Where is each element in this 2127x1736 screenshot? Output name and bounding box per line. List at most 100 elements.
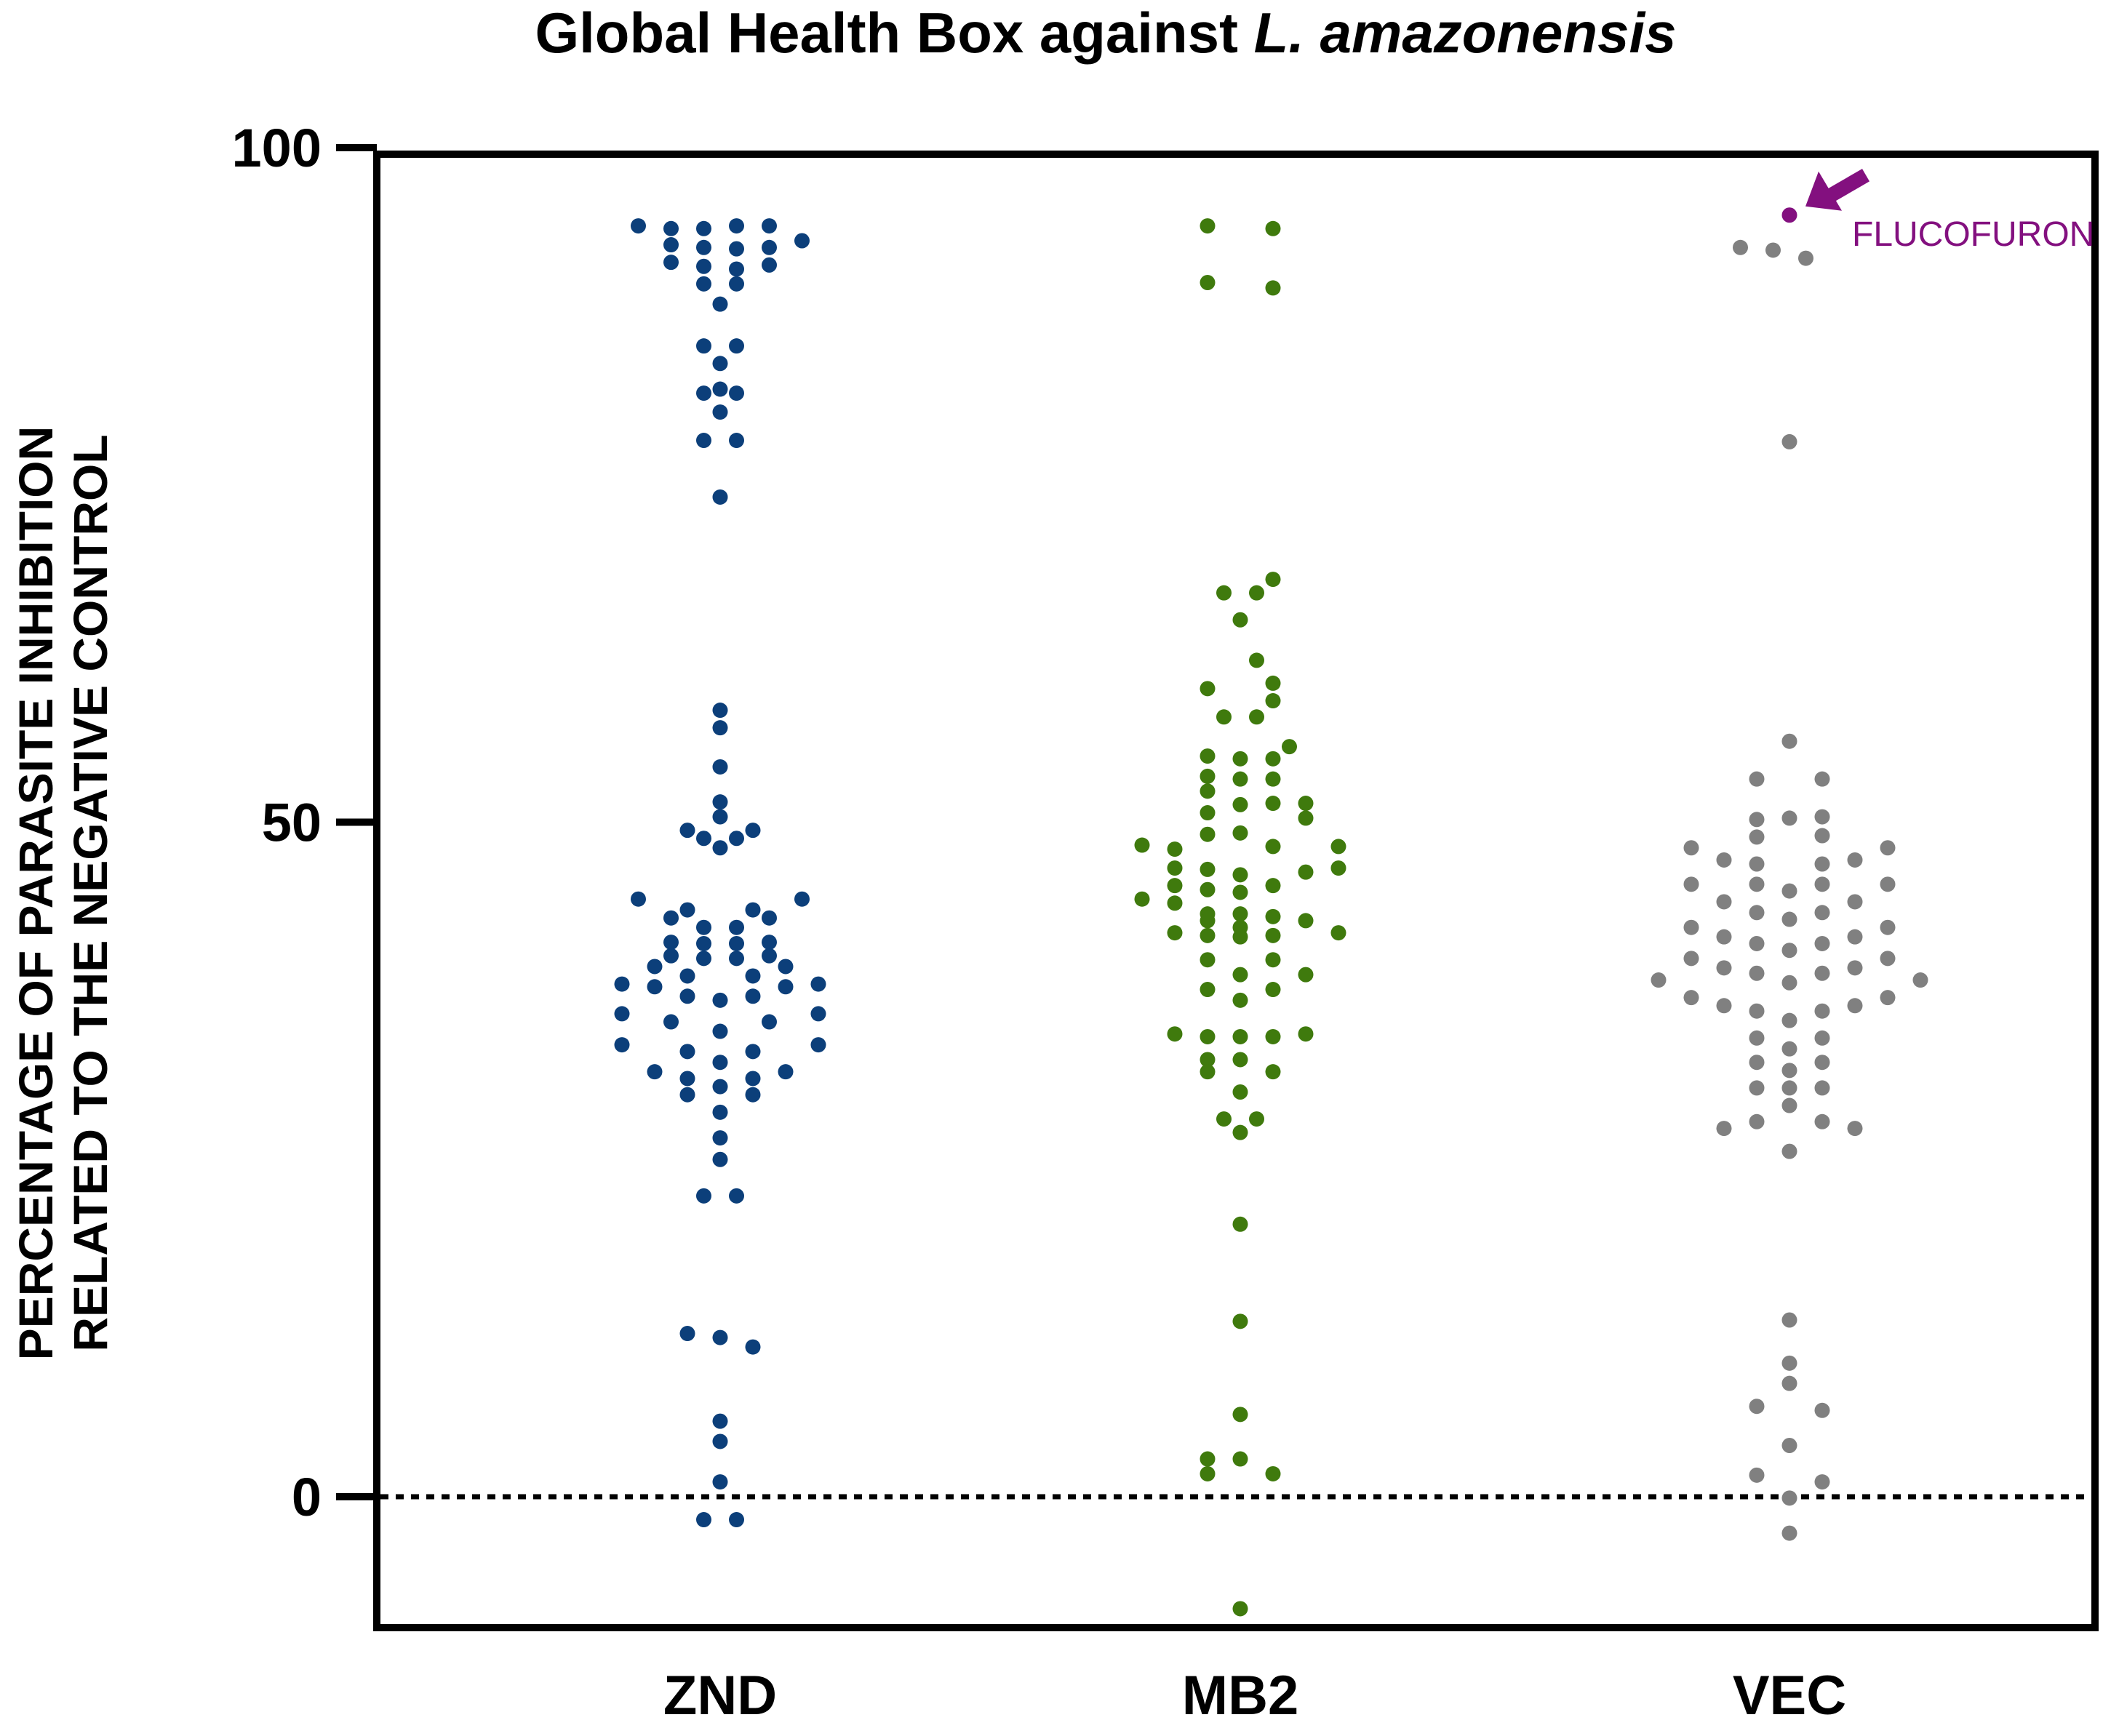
data-point-mb2	[1265, 927, 1281, 943]
data-point-mb2	[1232, 825, 1248, 841]
data-point-mb2	[1200, 952, 1216, 968]
data-point-znd	[696, 385, 711, 401]
data-point-vec	[1814, 1474, 1830, 1490]
data-point-mb2	[1232, 884, 1248, 900]
data-point-znd	[729, 919, 744, 935]
data-point-vec	[1683, 990, 1699, 1006]
data-point-znd	[712, 381, 728, 397]
data-point-vec	[1880, 919, 1896, 935]
data-point-znd	[712, 1104, 728, 1120]
data-point-mb2	[1216, 585, 1232, 601]
data-point-vec	[1749, 1467, 1765, 1483]
data-point-vec	[1749, 905, 1765, 921]
data-point-vec	[1749, 1030, 1765, 1046]
data-point-mb2	[1232, 1451, 1248, 1467]
data-point-znd	[729, 1512, 744, 1528]
data-point-znd	[745, 968, 761, 984]
data-point-vec	[1847, 929, 1863, 945]
data-point-znd	[712, 809, 728, 825]
data-point-mb2	[1249, 709, 1264, 725]
data-point-mb2	[1134, 891, 1150, 907]
data-point-mb2	[1232, 1313, 1248, 1329]
y-tick-label: 100	[232, 118, 322, 178]
data-point-znd	[729, 261, 744, 277]
data-point-vec	[1781, 1143, 1797, 1159]
data-point-mb2	[1200, 913, 1216, 929]
data-point-mb2	[1298, 810, 1314, 826]
data-point-vec	[1781, 810, 1797, 826]
data-point-vec	[1781, 911, 1797, 927]
data-point-vec	[1814, 1113, 1830, 1129]
data-point-mb2	[1265, 952, 1281, 968]
data-point-mb2	[1265, 982, 1281, 998]
data-point-mb2	[1265, 220, 1281, 236]
data-point-vec	[1814, 935, 1830, 951]
data-point-mb2	[1200, 681, 1216, 697]
data-point-mb2	[1232, 1216, 1248, 1232]
data-point-mb2	[1232, 1601, 1248, 1617]
data-point-vec	[1749, 935, 1765, 951]
data-point-mb2	[1265, 771, 1281, 787]
data-point-znd	[663, 220, 679, 236]
data-point-vec	[1814, 1402, 1830, 1418]
data-point-znd	[696, 831, 711, 847]
data-point-znd	[794, 233, 810, 249]
data-point-mb2	[1232, 771, 1248, 787]
data-point-znd	[778, 979, 794, 995]
x-category-label: ZND	[663, 1665, 777, 1727]
data-point-mb2	[1167, 878, 1183, 894]
data-point-vec	[1847, 894, 1863, 910]
data-point-znd	[696, 338, 711, 354]
data-point-znd	[679, 902, 695, 918]
data-point-znd	[745, 988, 761, 1004]
data-point-vec	[1765, 242, 1781, 258]
data-point-vec	[1912, 972, 1928, 988]
data-point-mb2	[1216, 709, 1232, 725]
data-point-mb2	[1298, 967, 1314, 983]
data-point-mb2	[1232, 929, 1248, 945]
data-point-vec	[1716, 852, 1732, 868]
data-point-vec	[1781, 1063, 1797, 1079]
data-point-mb2	[1232, 1407, 1248, 1423]
data-point-mb2	[1265, 280, 1281, 296]
x-category-label: MB2	[1182, 1665, 1298, 1727]
data-point-mb2	[1232, 1084, 1248, 1100]
data-point-vec	[1781, 1375, 1797, 1391]
highlight-label: FLUCOFURON	[1852, 215, 2094, 254]
data-point-znd	[810, 1006, 826, 1022]
data-point-vec	[1781, 1438, 1797, 1454]
data-point-vec	[1847, 998, 1863, 1014]
data-point-znd	[729, 831, 744, 847]
data-point-vec	[1847, 960, 1863, 976]
data-point-znd	[696, 220, 711, 236]
data-point-mb2	[1298, 913, 1314, 929]
data-point-vec	[1847, 852, 1863, 868]
data-point-mb2	[1200, 783, 1216, 799]
data-point-znd	[762, 218, 777, 234]
data-point-mb2	[1200, 826, 1216, 842]
data-point-znd	[679, 1326, 695, 1342]
data-point-znd	[696, 258, 711, 274]
data-point-vec	[1781, 1312, 1797, 1328]
data-point-vec	[1749, 1003, 1765, 1019]
data-point-znd	[712, 720, 728, 736]
data-point-mb2	[1249, 652, 1264, 668]
data-point-vec	[1814, 1003, 1830, 1019]
data-point-znd	[712, 1433, 728, 1449]
data-point-mb2	[1200, 275, 1216, 290]
data-point-vec	[1847, 1121, 1863, 1137]
data-point-znd	[663, 910, 679, 926]
data-point-znd	[679, 823, 695, 839]
data-point-vec	[1716, 998, 1732, 1014]
data-point-mb2	[1200, 1465, 1216, 1481]
data-point-znd	[745, 1087, 761, 1103]
data-point-mb2	[1200, 1451, 1216, 1467]
data-point-znd	[745, 1044, 761, 1060]
data-point-vec	[1716, 1121, 1732, 1137]
data-point-znd	[663, 1014, 679, 1030]
data-point-vec	[1651, 972, 1667, 988]
data-point-znd	[712, 992, 728, 1008]
data-point-mb2	[1330, 839, 1346, 855]
data-point-znd	[712, 1130, 728, 1146]
data-point-vec	[1683, 919, 1699, 935]
